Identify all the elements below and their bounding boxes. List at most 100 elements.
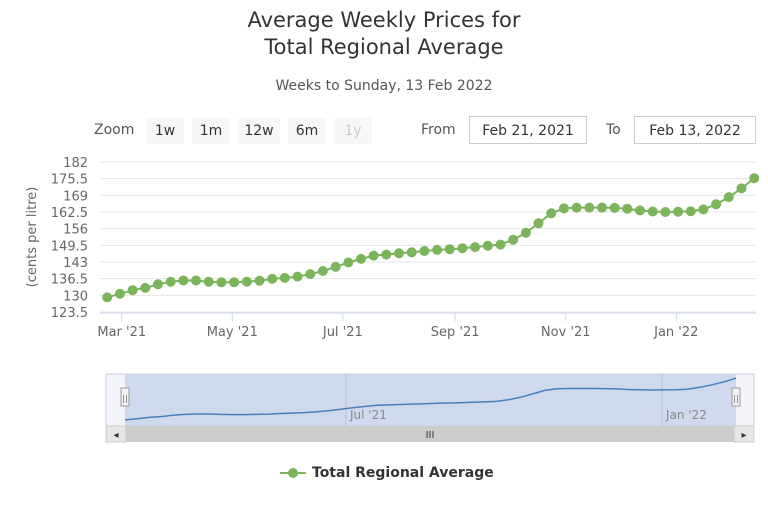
data-point[interactable] — [558, 203, 569, 214]
data-point[interactable] — [622, 203, 633, 214]
data-point[interactable] — [279, 272, 290, 283]
zoom-12w-button[interactable]: 12w — [238, 118, 280, 144]
y-tick-label: 182 — [63, 156, 88, 171]
y-axis-label: (cents per litre) — [25, 187, 40, 288]
data-point[interactable] — [546, 208, 557, 219]
scrollbar-thumb[interactable] — [126, 426, 734, 442]
scrollbar-grip-icon: III — [426, 430, 435, 441]
data-point[interactable] — [254, 275, 265, 286]
navigator-right-handle[interactable]: || — [731, 387, 741, 407]
data-point[interactable] — [711, 199, 722, 210]
legend-marker-icon — [280, 467, 306, 479]
zoom-1w-button[interactable]: 1w — [146, 118, 184, 144]
data-point[interactable] — [520, 227, 531, 238]
data-point[interactable] — [267, 273, 278, 284]
chart-title-line-1: Average Weekly Prices for — [247, 8, 521, 32]
data-point[interactable] — [571, 202, 582, 213]
data-point[interactable] — [368, 250, 379, 261]
data-point[interactable] — [597, 202, 607, 213]
series-points[interactable] — [102, 173, 760, 303]
x-tick-label: Nov '21 — [541, 325, 591, 340]
navigator-label-jul: Jul '21 — [349, 408, 387, 422]
data-point[interactable] — [647, 206, 658, 217]
y-tick-label: 143 — [63, 256, 88, 271]
x-tick-label: Mar '21 — [97, 325, 146, 340]
navigator-right-handle-grip: || — [733, 394, 738, 403]
y-tick-label: 156 — [63, 223, 88, 238]
data-point[interactable] — [203, 276, 214, 287]
navigator[interactable]: Jul '21 Jan '22 || || — [105, 373, 755, 427]
data-point[interactable] — [216, 277, 227, 288]
scrollbar-left-arrow-icon: ◂ — [113, 430, 118, 441]
data-point[interactable] — [330, 261, 341, 272]
x-tick-label: Jul '21 — [322, 325, 363, 340]
y-tick-label: 149.5 — [51, 239, 88, 254]
scrollbar[interactable]: ◂ III ▸ — [105, 425, 755, 443]
grid — [100, 161, 756, 313]
chart-title-line-2: Total Regional Average — [264, 35, 504, 59]
scrollbar-right-button[interactable] — [733, 425, 755, 443]
data-point[interactable] — [343, 257, 354, 268]
zoom-1y-button[interactable]: 1y — [334, 118, 372, 144]
x-tick-label: Sep '21 — [431, 325, 480, 340]
navigator-left-handle[interactable]: || — [120, 387, 130, 407]
navigator-series-line — [124, 377, 737, 421]
navigator-left-handle-grip: || — [122, 394, 127, 403]
data-point[interactable] — [305, 269, 316, 280]
y-tick-label: 136.5 — [51, 273, 88, 288]
to-label: To — [606, 122, 621, 138]
y-tick-label: 175.5 — [51, 173, 88, 188]
data-point[interactable] — [229, 277, 240, 288]
data-point[interactable] — [749, 173, 760, 184]
chart-subtitle: Weeks to Sunday, 13 Feb 2022 — [275, 78, 493, 94]
data-point[interactable] — [584, 202, 595, 213]
from-date-input[interactable]: Feb 21, 2021 — [469, 116, 587, 144]
data-point[interactable] — [685, 206, 696, 217]
y-tick-label: 162.5 — [51, 206, 88, 221]
zoom-6m-button[interactable]: 6m — [288, 118, 326, 144]
data-point[interactable] — [470, 242, 481, 253]
data-point[interactable] — [114, 288, 125, 299]
data-point[interactable] — [317, 266, 328, 276]
series-line-total-regional-average[interactable] — [106, 177, 755, 299]
data-point[interactable] — [178, 275, 189, 286]
navigator-label-jan: Jan '22 — [665, 408, 707, 422]
from-label: From — [421, 122, 456, 138]
data-point[interactable] — [495, 239, 506, 250]
data-point[interactable] — [609, 202, 620, 213]
data-point[interactable] — [457, 243, 468, 254]
data-point[interactable] — [140, 282, 151, 293]
data-point[interactable] — [660, 207, 671, 217]
scrollbar-right-arrow-icon: ▸ — [741, 430, 746, 441]
data-point[interactable] — [635, 205, 645, 216]
data-point[interactable] — [533, 218, 544, 229]
data-point[interactable] — [153, 279, 163, 290]
data-point[interactable] — [292, 271, 303, 282]
data-point[interactable] — [241, 276, 252, 287]
data-point[interactable] — [127, 285, 138, 296]
data-point[interactable] — [673, 206, 684, 217]
data-point[interactable] — [508, 234, 519, 245]
data-point[interactable] — [165, 276, 176, 287]
data-point[interactable] — [356, 253, 366, 264]
data-point[interactable] — [394, 248, 404, 259]
to-date-input[interactable]: Feb 13, 2022 — [634, 116, 756, 144]
legend-label: Total Regional Average — [312, 465, 494, 481]
zoom-label: Zoom — [94, 122, 135, 138]
data-point[interactable] — [736, 183, 747, 194]
data-point[interactable] — [406, 247, 417, 258]
data-point[interactable] — [381, 249, 392, 260]
data-point[interactable] — [102, 292, 113, 303]
zoom-1m-button[interactable]: 1m — [192, 118, 230, 144]
navigator-selected-range[interactable] — [125, 374, 736, 426]
data-point[interactable] — [444, 244, 455, 255]
data-point[interactable] — [432, 244, 443, 255]
data-point[interactable] — [191, 275, 201, 286]
data-point[interactable] — [723, 192, 734, 203]
data-point[interactable] — [419, 246, 430, 256]
legend-item-total-regional-average[interactable]: Total Regional Average — [280, 462, 494, 484]
data-point[interactable] — [482, 240, 493, 251]
data-point[interactable] — [698, 204, 709, 215]
